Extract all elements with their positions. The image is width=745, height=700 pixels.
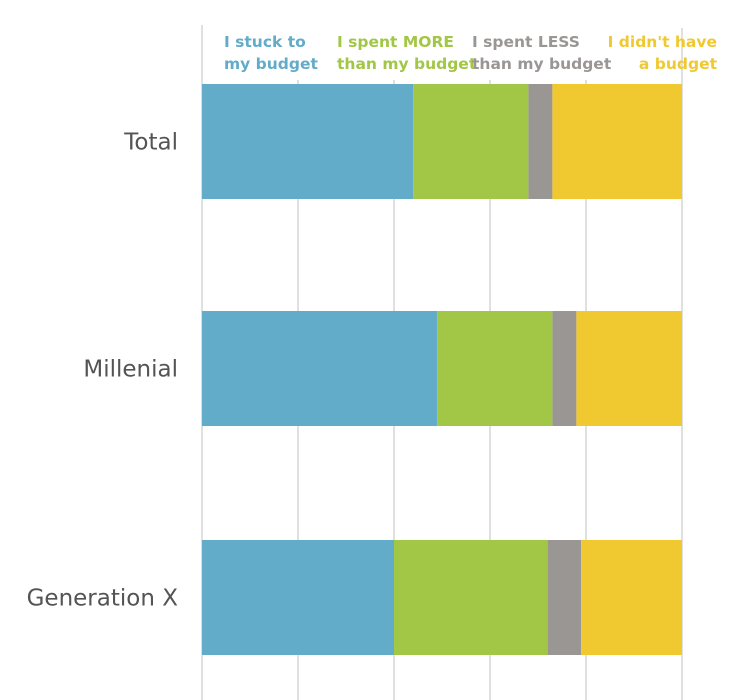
- bar-segment: [576, 311, 682, 426]
- legend-entry: than my budget: [472, 55, 612, 73]
- legend-entry: I spent LESS: [472, 33, 580, 51]
- bars: [202, 84, 682, 655]
- bar-segment: [394, 540, 548, 655]
- category-label: Total: [123, 130, 178, 156]
- bar-segment: [581, 540, 682, 655]
- bar-segment: [202, 311, 438, 426]
- legend-entry: I didn't have: [608, 33, 717, 51]
- category-label: Millenial: [83, 357, 178, 383]
- legend-entry: a budget: [639, 55, 718, 73]
- legend-entry: I spent MORE: [337, 33, 454, 51]
- bar-segment: [437, 311, 553, 426]
- category-labels: Total Millenial Generation X: [27, 130, 179, 612]
- bar-segment: [547, 540, 582, 655]
- legend-entry: I stuck to: [224, 33, 306, 51]
- bar-segment: [552, 84, 682, 199]
- bar-segment: [202, 84, 414, 199]
- legend-entry: my budget: [224, 55, 318, 73]
- legend: I stuck to my budget I spent MORE than my b…: [224, 33, 718, 73]
- bar-segment: [528, 84, 553, 199]
- bar-segment: [202, 540, 394, 655]
- bar-segment: [552, 311, 577, 426]
- legend-entry: than my budget: [337, 55, 477, 73]
- bar-segment: [413, 84, 529, 199]
- category-label: Generation X: [27, 586, 179, 612]
